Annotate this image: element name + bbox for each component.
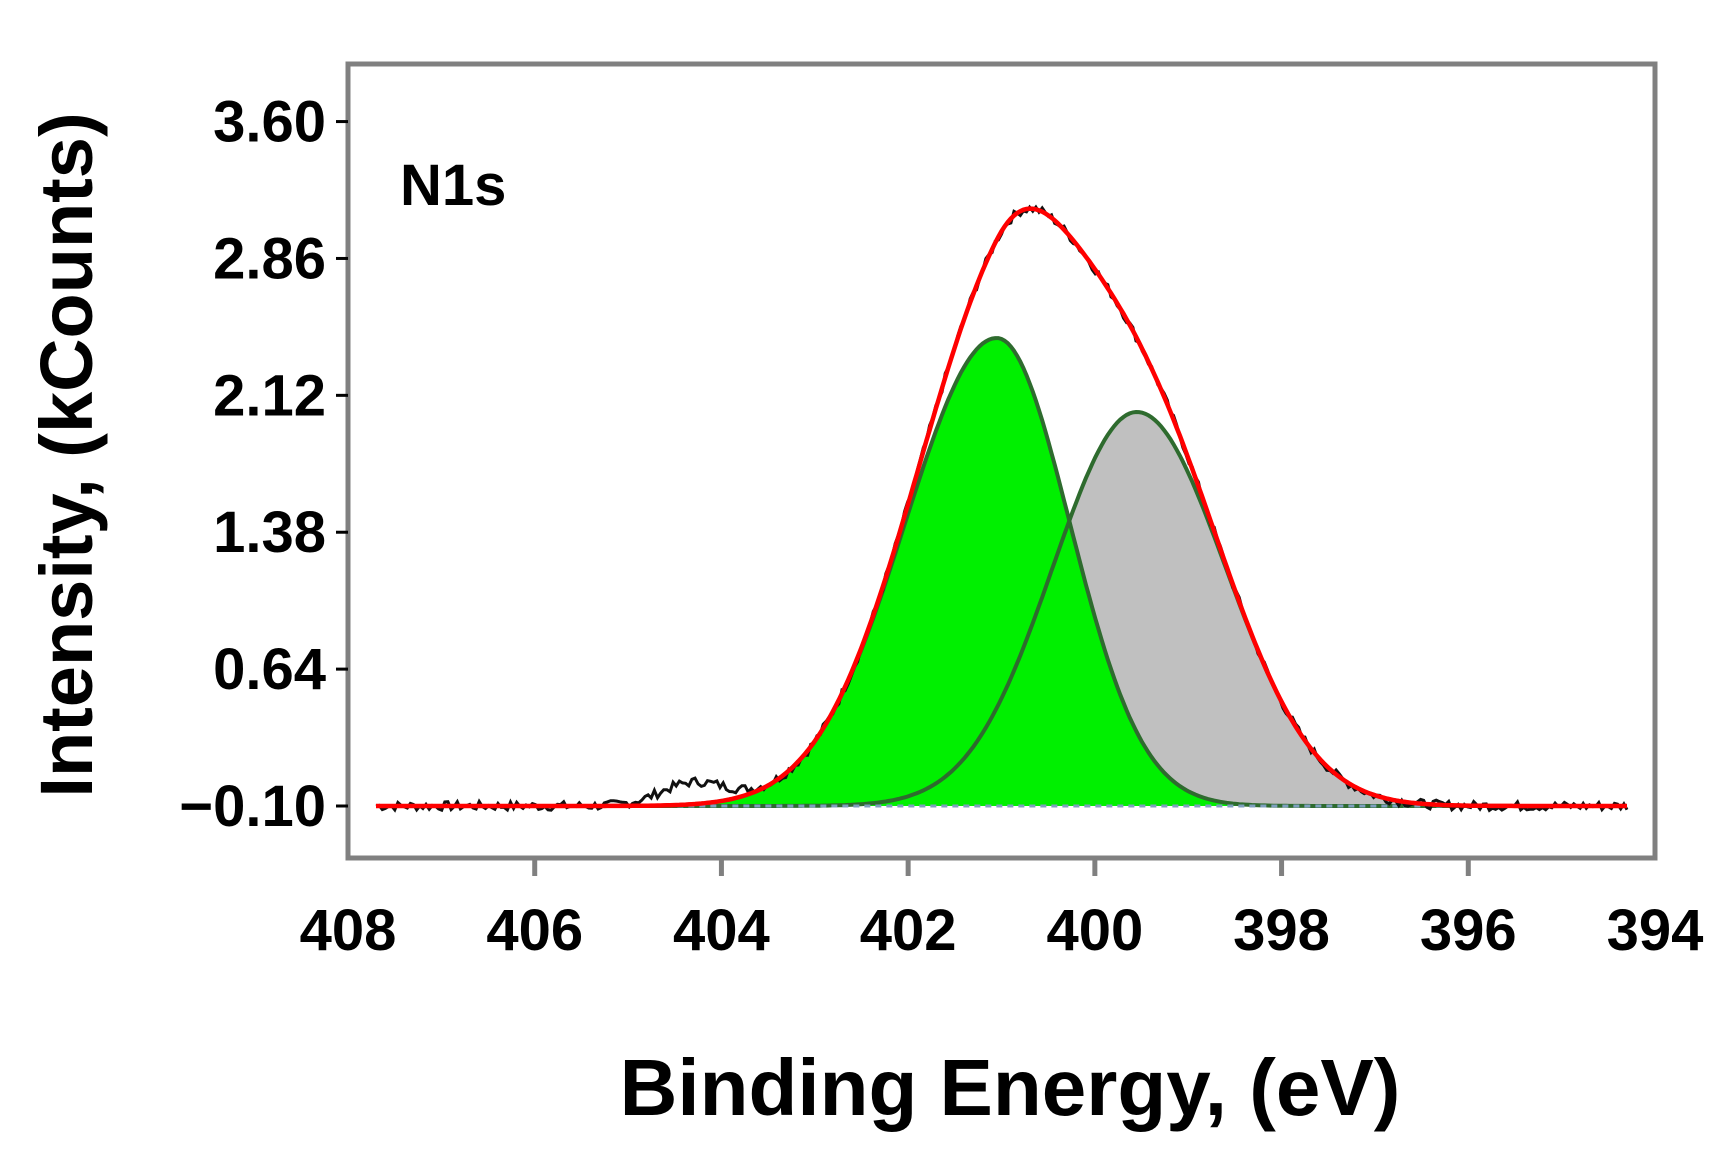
y-tick-label: −0.10 bbox=[179, 774, 326, 839]
x-tick-label: 398 bbox=[1233, 898, 1330, 963]
x-tick-label: 396 bbox=[1420, 898, 1517, 963]
x-tick-label: 400 bbox=[1046, 898, 1143, 963]
x-ticks: 408 406 404 402 400 398 396 394 bbox=[300, 858, 1704, 963]
x-tick-label: 404 bbox=[673, 898, 770, 963]
y-axis-label: Intensity, (kCounts) bbox=[25, 112, 108, 797]
x-tick-label: 406 bbox=[486, 898, 583, 963]
envelope-line bbox=[376, 206, 1627, 809]
component-lines bbox=[375, 204, 1629, 813]
y-tick-label: 1.38 bbox=[213, 500, 326, 565]
y-tick-label: 2.12 bbox=[213, 363, 326, 428]
peak-1-fill bbox=[376, 338, 1627, 806]
x-tick-label: 408 bbox=[300, 898, 397, 963]
y-tick-label: 3.60 bbox=[213, 90, 326, 155]
x-tick-label: 402 bbox=[860, 898, 957, 963]
plot-frame bbox=[345, 61, 1658, 861]
x-axis-label: Binding Energy, (eV) bbox=[620, 1043, 1401, 1132]
y-ticks: 3.60 2.86 2.12 1.38 0.64 −0.10 bbox=[179, 90, 348, 839]
component-fills bbox=[376, 338, 1627, 806]
x-tick-label: 394 bbox=[1607, 898, 1704, 963]
y-tick-label: 2.86 bbox=[213, 226, 326, 291]
y-tick-label: 0.64 bbox=[213, 637, 326, 702]
spectrum-annotation: N1s bbox=[400, 153, 506, 218]
